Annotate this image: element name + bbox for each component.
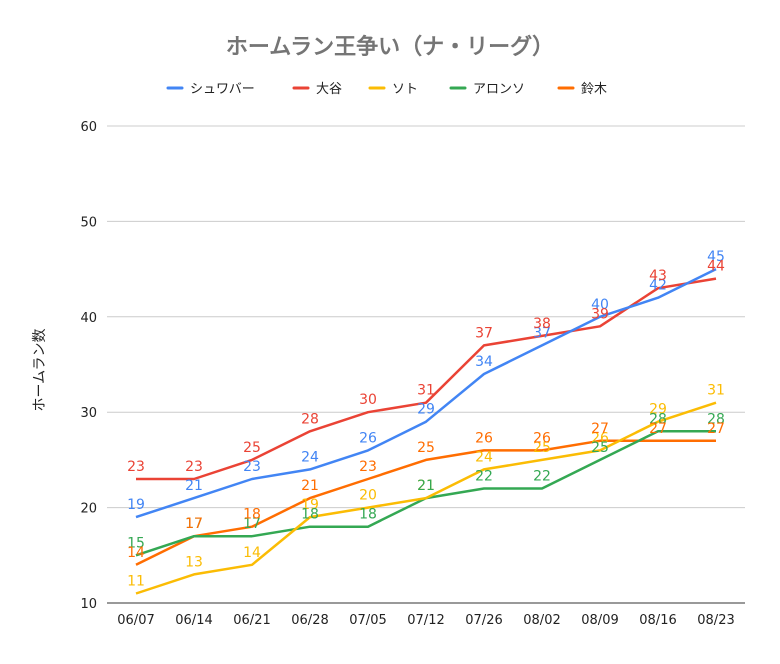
x-tick-label: 07/05 [349, 613, 386, 628]
data-label: 17 [185, 516, 203, 532]
series-line [136, 277, 717, 481]
data-label: 24 [475, 449, 493, 465]
y-tick-label: 30 [80, 406, 97, 421]
data-label: 34 [475, 354, 493, 370]
data-label: 28 [707, 411, 725, 427]
data-label: 27 [707, 421, 725, 437]
y-tick-label: 40 [80, 311, 97, 326]
series-line [135, 439, 716, 566]
data-label: 18 [243, 507, 261, 523]
x-tick-label: 06/14 [175, 613, 212, 628]
data-label: 40 [591, 297, 609, 313]
data-label: 28 [649, 411, 667, 427]
data-label: 17 [243, 516, 261, 532]
y-axis: 10 20 30 40 50 60 [80, 120, 97, 612]
data-label: 31 [707, 383, 725, 399]
data-label: 31 [417, 383, 435, 399]
series-line [135, 267, 717, 519]
data-label: 11 [127, 573, 145, 589]
y-tick-label: 60 [80, 120, 97, 135]
data-label: 38 [533, 316, 551, 332]
data-label: 27 [649, 421, 667, 437]
x-tick-label: 07/26 [465, 613, 502, 628]
data-label: 39 [591, 306, 609, 322]
legend-label: シュワバー [190, 82, 255, 97]
x-tick-label: 06/21 [233, 613, 270, 628]
x-tick-label: 08/23 [697, 613, 734, 628]
data-label: 15 [127, 535, 145, 551]
data-label: 21 [185, 478, 203, 494]
legend-label: ソト [392, 82, 418, 97]
legend-label: 鈴木 [581, 82, 607, 97]
data-label: 43 [649, 268, 667, 284]
grid [107, 125, 745, 604]
data-label: 26 [359, 430, 377, 446]
data-label: 23 [127, 459, 145, 475]
data-label: 29 [417, 402, 435, 418]
x-tick-label: 06/28 [291, 613, 328, 628]
series-line [135, 401, 717, 595]
data-label: 25 [591, 440, 609, 456]
data-label: 45 [707, 249, 725, 265]
data-label: 18 [359, 507, 377, 523]
data-label: 23 [359, 459, 377, 475]
y-tick-label: 50 [80, 215, 97, 230]
data-label: 23 [185, 459, 203, 475]
y-tick-label: 20 [80, 502, 97, 517]
legend-label: アロンソ [473, 82, 525, 97]
data-label: 18 [301, 507, 319, 523]
data-label: 30 [359, 392, 377, 408]
data-label: 37 [533, 325, 551, 341]
x-axis: 06/07 06/14 06/21 06/28 07/05 07/12 07/26 08/02… [117, 613, 734, 628]
x-tick-label: 06/07 [117, 613, 154, 628]
data-label: 22 [533, 469, 551, 485]
data-label: 14 [243, 545, 261, 561]
data-label: 25 [243, 440, 261, 456]
legend-label: 大谷 [316, 82, 342, 97]
data-label: 26 [475, 430, 493, 446]
data-label: 19 [301, 497, 319, 513]
data-label: 13 [185, 554, 203, 570]
data-label: 37 [475, 325, 493, 341]
data-label: 21 [417, 478, 435, 494]
y-axis-label: ホームラン数 [32, 329, 48, 412]
series-lines [135, 267, 717, 595]
data-label: 44 [707, 259, 725, 275]
chart-title: ホームラン王争い（ナ・リーグ） [226, 34, 554, 60]
y-tick-label: 10 [80, 597, 97, 612]
data-label: 17 [185, 516, 203, 532]
data-label: 14 [127, 545, 145, 561]
data-label: 20 [359, 488, 377, 504]
data-label: 27 [591, 421, 609, 437]
x-tick-label: 08/16 [639, 613, 676, 628]
data-label: 21 [301, 478, 319, 494]
data-label: 22 [475, 469, 493, 485]
data-label: 24 [301, 449, 319, 465]
data-label: 29 [649, 402, 667, 418]
data-label: 26 [533, 430, 551, 446]
data-label: 21 [417, 478, 435, 494]
data-label: 25 [417, 440, 435, 456]
data-label: 25 [533, 440, 551, 456]
data-label: 19 [127, 497, 145, 513]
x-tick-label: 07/12 [407, 613, 444, 628]
data-label: 26 [591, 430, 609, 446]
legend: シュワバー 大谷 ソト アロンソ 鈴木 [166, 82, 607, 97]
data-label: 28 [301, 411, 319, 427]
x-tick-label: 08/09 [581, 613, 618, 628]
data-label: 23 [243, 459, 261, 475]
x-tick-label: 08/02 [523, 613, 560, 628]
data-label: 42 [649, 278, 667, 294]
